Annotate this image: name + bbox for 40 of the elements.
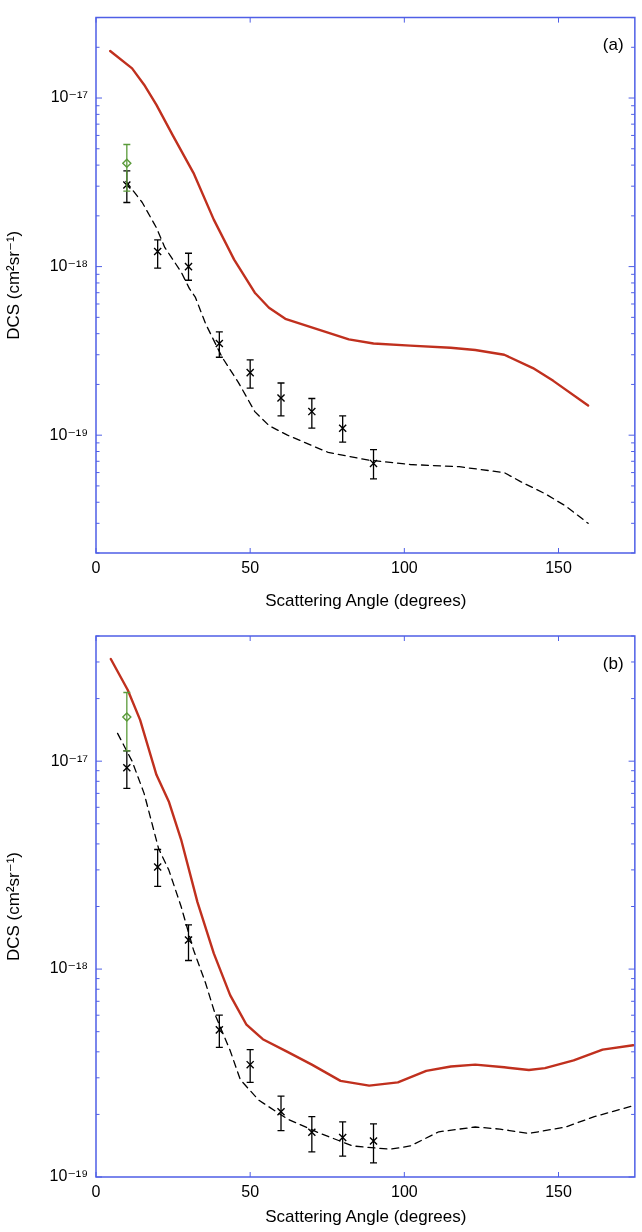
x-axis-title: Scattering Angle (degrees): [265, 591, 467, 611]
point: [307, 1128, 317, 1137]
y-tick-label: 10⁻¹⁹: [49, 1167, 88, 1185]
x-tick-label: 0: [91, 559, 101, 577]
x-axis-title: Scattering Angle (degrees): [265, 1207, 467, 1227]
y-tick-label: 10⁻¹⁹: [49, 425, 88, 443]
x-tick-label: 50: [241, 1183, 260, 1201]
point: [276, 393, 286, 403]
annotation: (a): [602, 35, 624, 55]
point: [245, 1060, 255, 1069]
point: [369, 459, 378, 468]
point: [276, 1107, 286, 1116]
point: [245, 368, 255, 377]
point: [122, 180, 132, 190]
point: [122, 712, 132, 722]
point: [184, 935, 193, 945]
x-tick-label: 150: [545, 1183, 572, 1201]
point: [215, 1025, 224, 1035]
point: [122, 158, 132, 168]
point: [122, 763, 132, 772]
point: [338, 1133, 347, 1142]
x-tick-label: 100: [390, 1183, 418, 1201]
y-tick-label: 10⁻¹⁸: [49, 959, 88, 977]
y-tick-label: 10⁻¹⁸: [49, 257, 88, 275]
y-tick-label: 10⁻¹⁷: [50, 88, 89, 106]
point: [307, 407, 317, 416]
x-tick-label: 150: [545, 559, 572, 577]
x-tick-label: 0: [91, 1183, 101, 1201]
point: [153, 247, 162, 256]
point: [184, 262, 193, 271]
y-axis-title: DCS (cm²sr⁻¹): [3, 851, 23, 962]
point: [153, 862, 162, 872]
y-tick-label: 10⁻¹⁷: [50, 751, 89, 769]
annotation: (b): [602, 653, 624, 673]
point: [215, 339, 224, 348]
x-tick-label: 100: [390, 559, 418, 577]
point: [369, 1136, 378, 1146]
point: [338, 423, 347, 433]
y-axis-title: DCS (cm²sr⁻¹): [3, 230, 23, 340]
x-tick-label: 50: [241, 559, 260, 577]
